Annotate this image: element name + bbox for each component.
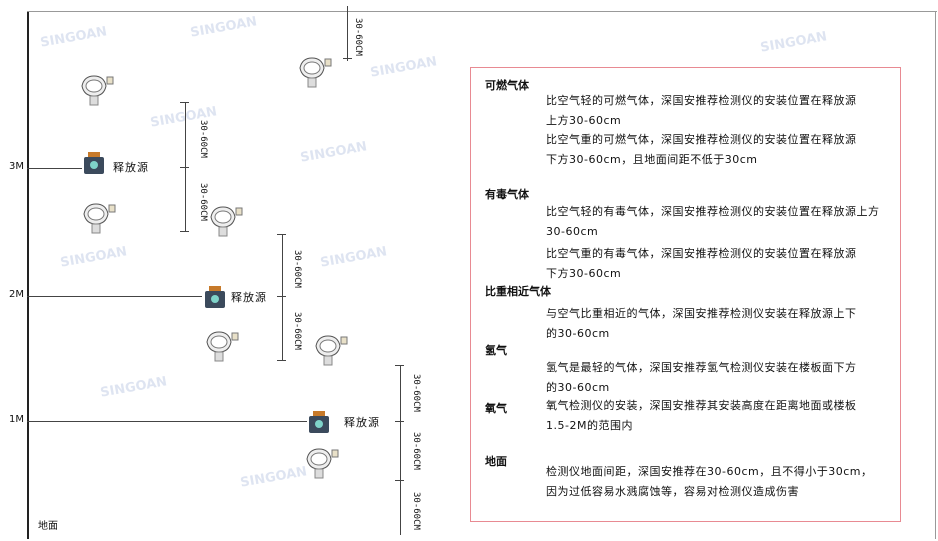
dimension-label: 30-60CM [353,18,363,56]
watermark: SINGOAN [759,29,829,56]
level-3m: 3M [9,161,24,172]
dimension-line [347,6,348,61]
watermark: SINGOAN [189,14,259,41]
watermark: SINGOAN [299,139,369,166]
dimension-label: 30-60CM [292,312,302,350]
release-source-icon [309,411,329,433]
dimension-label: 30-60CM [411,492,421,530]
dimension-tick [395,480,404,481]
section-text: 比空气轻的有毒气体，深国安推荐检测仪的安装位置在释放源上方30-60cm [546,205,880,238]
section-text: 氧气检测仪的安装，深国安推荐其安装高度在距离地面或楼板1.5-2M的范围内 [546,399,857,432]
section-title-hydrogen: 氢气 [485,344,507,357]
dimension-tick [277,296,286,297]
level-1m: 1M [9,414,24,425]
watermark: SINGOAN [239,464,309,491]
section-text: 比空气重的有毒气体，深国安推荐检测仪的安装位置在释放源下方30-60cm [546,247,857,280]
section-title-similar-density: 比重相近气体 [485,285,551,298]
gas-detector-icon [306,448,339,479]
dimension-tick [277,360,286,361]
dimension-label: 30-60CM [198,183,208,221]
dimension-tick [180,231,189,232]
section-text: 氢气是最轻的气体，深国安推荐氢气检测仪安装在楼板面下方的30-60cm [546,361,857,394]
installation-guide-box: 可燃气体 比空气轻的可燃气体，深国安推荐检测仪的安装位置在释放源上方30-60c… [470,67,901,522]
dimension-tick [180,167,189,168]
dimension-label: 30-60CM [292,250,302,288]
section-title-combustible: 可燃气体 [485,79,529,92]
section-text: 比空气轻的可燃气体，深国安推荐检测仪的安装位置在释放源上方30-60cm [546,94,857,127]
level-line [27,296,202,297]
right-border [935,11,936,539]
gas-detector-icon [81,75,114,106]
height-axis [27,11,29,539]
section-text: 检测仪地面间距，深国安推荐在30-60cm，且不得小于30cm，因为过低容易水溅… [546,465,873,498]
gas-detector-icon [299,57,332,88]
level-line [27,168,82,169]
dimension-tick [180,102,189,103]
ground-label: 地面 [38,521,58,532]
dimension-label: 30-60CM [411,432,421,470]
dimension-tick [395,365,404,366]
gas-detector-icon [206,331,239,362]
section-title-ground: 地面 [485,455,507,468]
dimension-line [400,365,401,535]
ceiling-line [27,11,937,12]
gas-detector-icon [210,206,243,237]
source-label: 释放源 [344,416,380,429]
section-text: 比空气重的可燃气体，深国安推荐检测仪的安装位置在释放源下方30-60cm，且地面… [546,133,857,166]
section-text: 与空气比重相近的气体，深国安推荐检测仪安装在释放源上下的30-60cm [546,307,857,340]
level-line [27,421,307,422]
dimension-line [282,234,283,361]
dimension-label: 30-60CM [198,120,208,158]
watermark: SINGOAN [59,244,129,271]
source-label: 释放源 [113,161,149,174]
release-source-icon [205,286,225,308]
watermark: SINGOAN [319,244,389,271]
level-2m: 2M [9,289,24,300]
watermark: SINGOAN [99,374,169,401]
dimension-tick [395,421,404,422]
gas-detector-icon [83,203,116,234]
dimension-tick [343,58,352,59]
section-title-oxygen: 氧气 [485,402,507,415]
dimension-label: 30-60CM [411,374,421,412]
section-title-toxic: 有毒气体 [485,188,529,201]
dimension-tick [277,234,286,235]
watermark: SINGOAN [369,54,439,81]
release-source-icon [84,152,104,174]
gas-detector-icon [315,335,348,366]
source-label: 释放源 [231,291,267,304]
watermark: SINGOAN [39,24,109,51]
